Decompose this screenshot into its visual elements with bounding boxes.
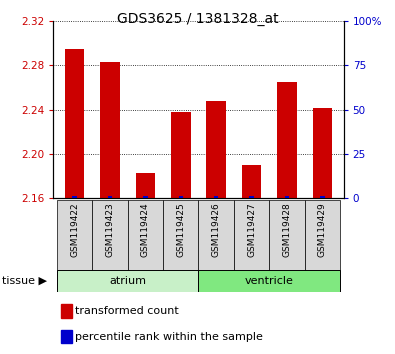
Text: tissue ▶: tissue ▶ [2,276,47,286]
Bar [250,195,254,198]
Text: GSM119427: GSM119427 [247,202,256,257]
Text: GSM119423: GSM119423 [105,202,115,257]
Bar [214,195,218,198]
Polygon shape [234,200,269,271]
Bar [313,108,332,198]
Polygon shape [163,200,199,271]
Bar [277,82,297,198]
Text: percentile rank within the sample: percentile rank within the sample [75,332,263,342]
Bar [207,101,226,198]
Bar [171,112,190,198]
Text: ventricle: ventricle [245,276,294,286]
Text: GSM119428: GSM119428 [282,202,292,257]
Polygon shape [305,200,340,271]
Polygon shape [128,200,163,271]
Text: GSM119429: GSM119429 [318,202,327,257]
Text: GSM119424: GSM119424 [141,202,150,257]
Bar [143,195,147,198]
Bar [179,195,183,198]
Text: GSM119426: GSM119426 [212,202,221,257]
Polygon shape [199,200,234,271]
Bar [72,195,77,198]
Text: GSM119422: GSM119422 [70,202,79,257]
Text: GSM119425: GSM119425 [176,202,185,257]
Polygon shape [269,200,305,271]
Text: atrium: atrium [109,276,146,286]
Bar [320,195,325,198]
Bar [65,49,84,198]
Bar [242,165,261,198]
Bar [100,62,120,198]
Bar [108,195,112,198]
Bar [57,270,199,292]
Polygon shape [57,200,92,271]
Text: transformed count: transformed count [75,306,179,316]
Polygon shape [92,200,128,271]
Bar [285,195,289,198]
Bar [199,270,340,292]
Text: GDS3625 / 1381328_at: GDS3625 / 1381328_at [117,12,278,27]
Bar [135,173,155,198]
